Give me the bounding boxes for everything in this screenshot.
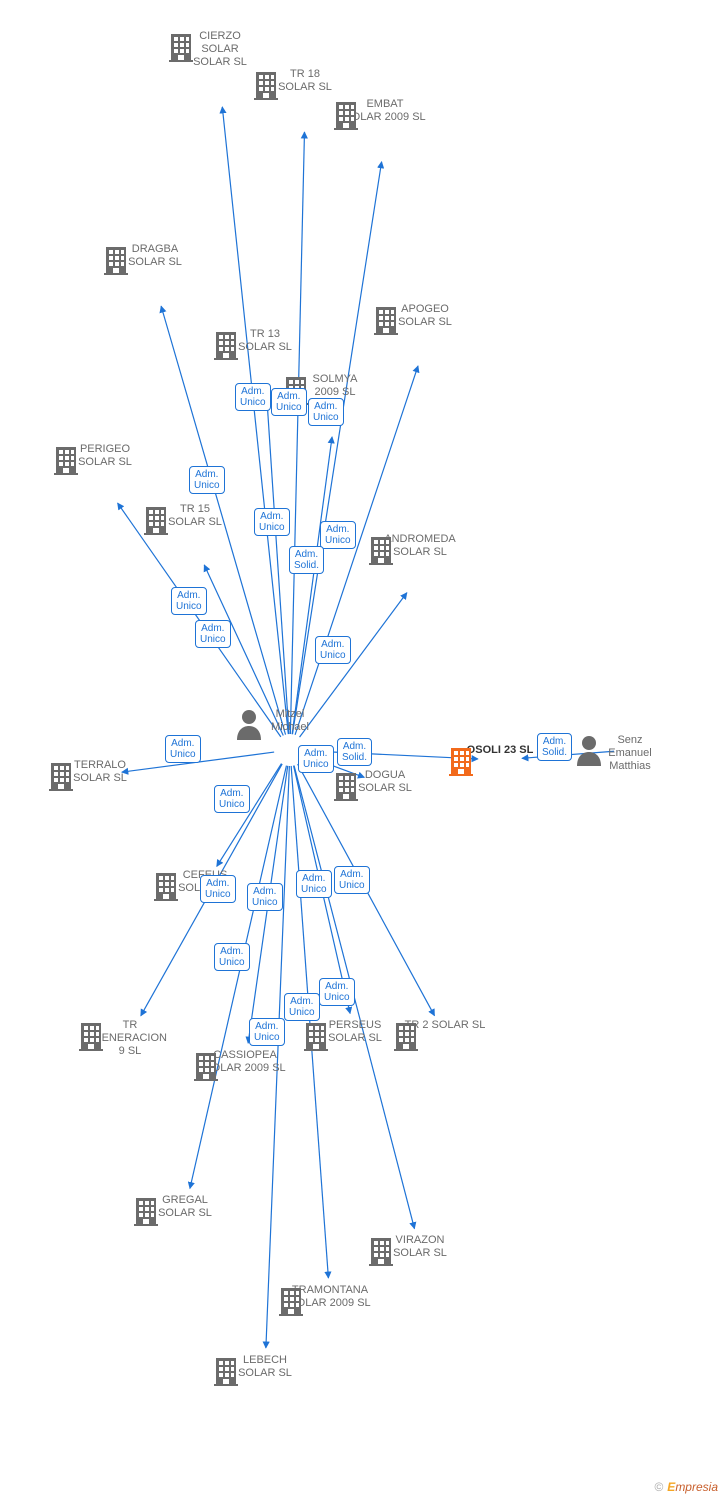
edge-mitzel-gregal: [190, 766, 287, 1189]
node-dogua[interactable]: DOGUA SOLAR SL: [330, 769, 440, 795]
edge-label-mitzel-gregal: Adm. Unico: [214, 943, 250, 971]
edge-label-mitzel-tramontana: Adm. Unico: [284, 993, 320, 1021]
edge-label-mitzel-cefeus: Adm. Unico: [214, 785, 250, 813]
copyright-rest: mpresia: [675, 1480, 718, 1494]
edge-label-mitzel-tr15: Adm. Unico: [195, 620, 231, 648]
node-tr2[interactable]: TR 2 SOLAR SL: [390, 1019, 500, 1032]
node-tr18[interactable]: TR 18 SOLAR SL: [250, 68, 360, 94]
edge-label-mitzel-embat: Adm. Unico: [308, 398, 344, 426]
node-andromeda[interactable]: ANDROMEDA SOLAR SL: [365, 533, 475, 559]
edge-label-mitzel-tr18: Adm. Unico: [271, 388, 307, 416]
edge-mitzel-solmya: [292, 437, 332, 734]
node-dragba[interactable]: DRAGBA SOLAR SL: [100, 243, 210, 269]
node-gregal[interactable]: GREGAL SOLAR SL: [130, 1194, 240, 1220]
edge-label-mitzel-solmya: Adm. Solid.: [289, 546, 324, 574]
node-lebech[interactable]: LEBECH SOLAR SL: [210, 1354, 320, 1380]
node-apogeo[interactable]: APOGEO SOLAR SL: [370, 303, 480, 329]
edge-label-mitzel-dogua: Adm. Unico: [298, 745, 334, 773]
node-cassiopea[interactable]: CASSIOPEA SOLAR 2009 SL: [190, 1049, 300, 1075]
edge-label-mitzel-virazon: Adm. Unico: [319, 978, 355, 1006]
node-tramontana[interactable]: TRAMONTANA SOLAR 2009 SL: [275, 1284, 385, 1310]
edge-label-mitzel-perigeo: Adm. Unico: [171, 587, 207, 615]
edge-label-mitzel-lebech: Adm. Unico: [249, 1018, 285, 1046]
node-embat[interactable]: EMBAT SOLAR 2009 SL: [330, 98, 440, 124]
edge-label-mitzel-tr2: Adm. Unico: [334, 866, 370, 894]
edge-label-mitzel-osoli23: Adm. Solid.: [337, 738, 372, 766]
node-virazon[interactable]: VIRAZON SOLAR SL: [365, 1234, 475, 1260]
node-trgen9[interactable]: TR GENERACION 9 SL: [75, 1019, 185, 1059]
node-senz[interactable]: Senz Emanuel Matthias: [575, 734, 685, 774]
edge-label-mitzel-terralo: Adm. Unico: [165, 735, 201, 763]
edge-mitzel-cefeus: [217, 764, 282, 867]
edge-label-mitzel-cierzo: Adm. Unico: [235, 383, 271, 411]
edge-label-mitzel-dragba: Adm. Unico: [189, 466, 225, 494]
edge-label-mitzel-trgen9: Adm. Unico: [200, 875, 236, 903]
node-terralo[interactable]: TERRALO SOLAR SL: [45, 759, 155, 785]
node-mitzel[interactable]: Mitzel Michael: [235, 708, 345, 734]
edge-label-senz-osoli23: Adm. Solid.: [537, 733, 572, 761]
node-tr13[interactable]: TR 13 SOLAR SL: [210, 328, 320, 354]
edge-label-mitzel-apogeo: Adm. Unico: [320, 521, 356, 549]
edge-label-mitzel-tr13: Adm. Unico: [254, 508, 290, 536]
node-tr15[interactable]: TR 15 SOLAR SL: [140, 503, 250, 529]
edge-mitzel-cierzo: [222, 107, 288, 734]
edge-label-mitzel-cassiopea: Adm. Unico: [247, 883, 283, 911]
edge-label-mitzel-perseus: Adm. Unico: [296, 870, 332, 898]
copyright: ©Empresia: [654, 1480, 718, 1494]
edge-mitzel-tr18: [290, 132, 304, 734]
edge-label-mitzel-andromeda: Adm. Unico: [315, 636, 351, 664]
node-perigeo[interactable]: PERIGEO SOLAR SL: [50, 443, 160, 469]
node-cierzo[interactable]: CIERZO SOLAR SOLAR SL: [165, 30, 275, 70]
